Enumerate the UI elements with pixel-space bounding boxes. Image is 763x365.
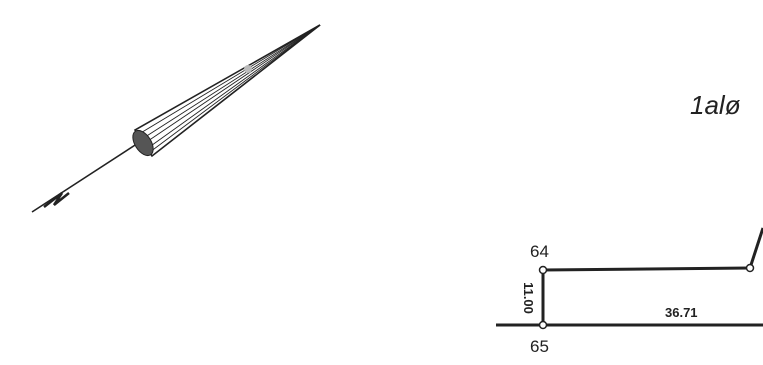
dimension-vertical-label: 11.00 xyxy=(521,282,536,314)
point-65-marker xyxy=(538,320,548,330)
north-letter xyxy=(43,192,70,208)
boundary-northeast xyxy=(748,227,763,269)
point-64-label: 64 xyxy=(530,242,549,261)
point-65-label: 65 xyxy=(530,337,549,356)
boundary-north xyxy=(542,266,751,272)
dimension-horizontal-label: 36.71 xyxy=(665,305,698,320)
north-arrow-icon xyxy=(31,24,321,213)
lot-label: 1alø xyxy=(690,90,741,120)
point-64-marker xyxy=(538,265,548,275)
point-corner-marker xyxy=(745,263,755,273)
